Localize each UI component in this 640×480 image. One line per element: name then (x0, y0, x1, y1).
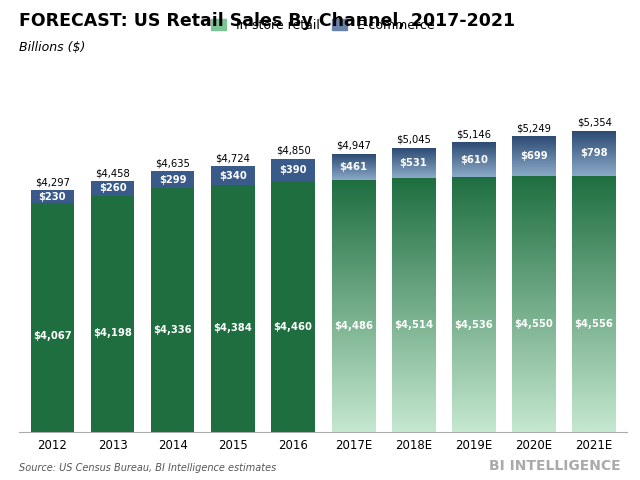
Text: $5,249: $5,249 (516, 123, 552, 133)
Bar (91, 181, 134, 196)
Text: Source: US Census Bureau, BI Intelligence estimates: Source: US Census Bureau, BI Intelligenc… (19, 463, 276, 473)
Text: $340: $340 (219, 171, 247, 180)
Text: $4,514: $4,514 (394, 320, 433, 330)
Text: $4,724: $4,724 (216, 153, 250, 163)
Bar (271, 159, 315, 181)
Bar (91, 196, 134, 432)
Text: $699: $699 (520, 151, 548, 161)
Text: BI INTELLIGENCE: BI INTELLIGENCE (489, 459, 621, 473)
Text: $531: $531 (399, 158, 428, 168)
Text: $4,458: $4,458 (95, 168, 130, 178)
Bar (31, 190, 74, 203)
Text: $4,198: $4,198 (93, 328, 132, 338)
Text: $299: $299 (159, 175, 186, 185)
Text: $4,067: $4,067 (33, 331, 72, 341)
Legend: In-store retail, E-commerce: In-store retail, E-commerce (205, 14, 441, 37)
Text: $4,550: $4,550 (515, 320, 553, 329)
Text: $798: $798 (580, 148, 608, 158)
Text: $610: $610 (460, 155, 488, 165)
Text: $5,045: $5,045 (396, 135, 431, 145)
Text: $4,536: $4,536 (454, 320, 493, 330)
Text: $4,297: $4,297 (35, 177, 70, 187)
Text: $230: $230 (38, 192, 66, 202)
Text: $461: $461 (339, 162, 367, 171)
Bar (211, 185, 255, 432)
Text: $4,635: $4,635 (156, 158, 190, 168)
Text: Billions ($): Billions ($) (19, 41, 86, 54)
Text: $4,486: $4,486 (334, 321, 372, 331)
Text: $4,384: $4,384 (214, 324, 252, 334)
Bar (31, 203, 74, 432)
Text: FORECAST: US Retail Sales By Channel, 2017-2021: FORECAST: US Retail Sales By Channel, 20… (19, 12, 515, 30)
Bar (151, 188, 195, 432)
Text: $260: $260 (99, 183, 126, 193)
Text: $5,146: $5,146 (456, 129, 491, 139)
Text: $4,947: $4,947 (336, 141, 371, 151)
Text: $4,460: $4,460 (274, 322, 312, 332)
Bar (151, 171, 195, 188)
Text: $4,556: $4,556 (575, 319, 614, 329)
Text: $5,354: $5,354 (577, 118, 612, 128)
Text: $4,336: $4,336 (154, 324, 192, 335)
Bar (211, 166, 255, 185)
Text: $4,850: $4,850 (276, 146, 310, 156)
Bar (271, 181, 315, 432)
Text: $390: $390 (279, 165, 307, 175)
